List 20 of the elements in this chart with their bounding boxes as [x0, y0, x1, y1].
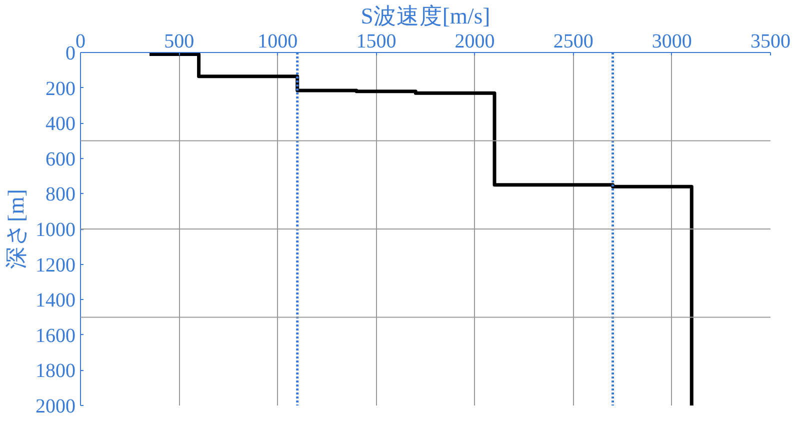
y-tick-label: 2000 — [36, 396, 76, 418]
y-axis-title: 深さ[m] — [4, 189, 28, 269]
y-tick-label: 1800 — [36, 360, 76, 382]
y-tick-label: 200 — [46, 78, 76, 100]
x-tick-label: 1500 — [356, 30, 396, 52]
y-tick-label: 1000 — [36, 219, 76, 241]
x-tick-label: 1000 — [258, 30, 298, 52]
y-tick-label: 600 — [46, 148, 76, 170]
y-tick-label: 1400 — [36, 290, 76, 312]
x-tick-label: 3000 — [652, 30, 692, 52]
x-tick-label: 3500 — [750, 30, 790, 52]
y-tick-label: 400 — [46, 113, 76, 136]
y-tick-label: 1200 — [36, 254, 76, 276]
x-axis-title: S波速度[m/s] — [360, 4, 490, 28]
x-tick-label: 2000 — [454, 30, 495, 52]
y-tick-label: 1600 — [36, 324, 76, 347]
x-tick-label: 2500 — [553, 30, 594, 52]
y-tick-label: 800 — [46, 184, 76, 206]
line-series — [148, 52, 694, 406]
x-tick-label: 500 — [164, 30, 194, 52]
